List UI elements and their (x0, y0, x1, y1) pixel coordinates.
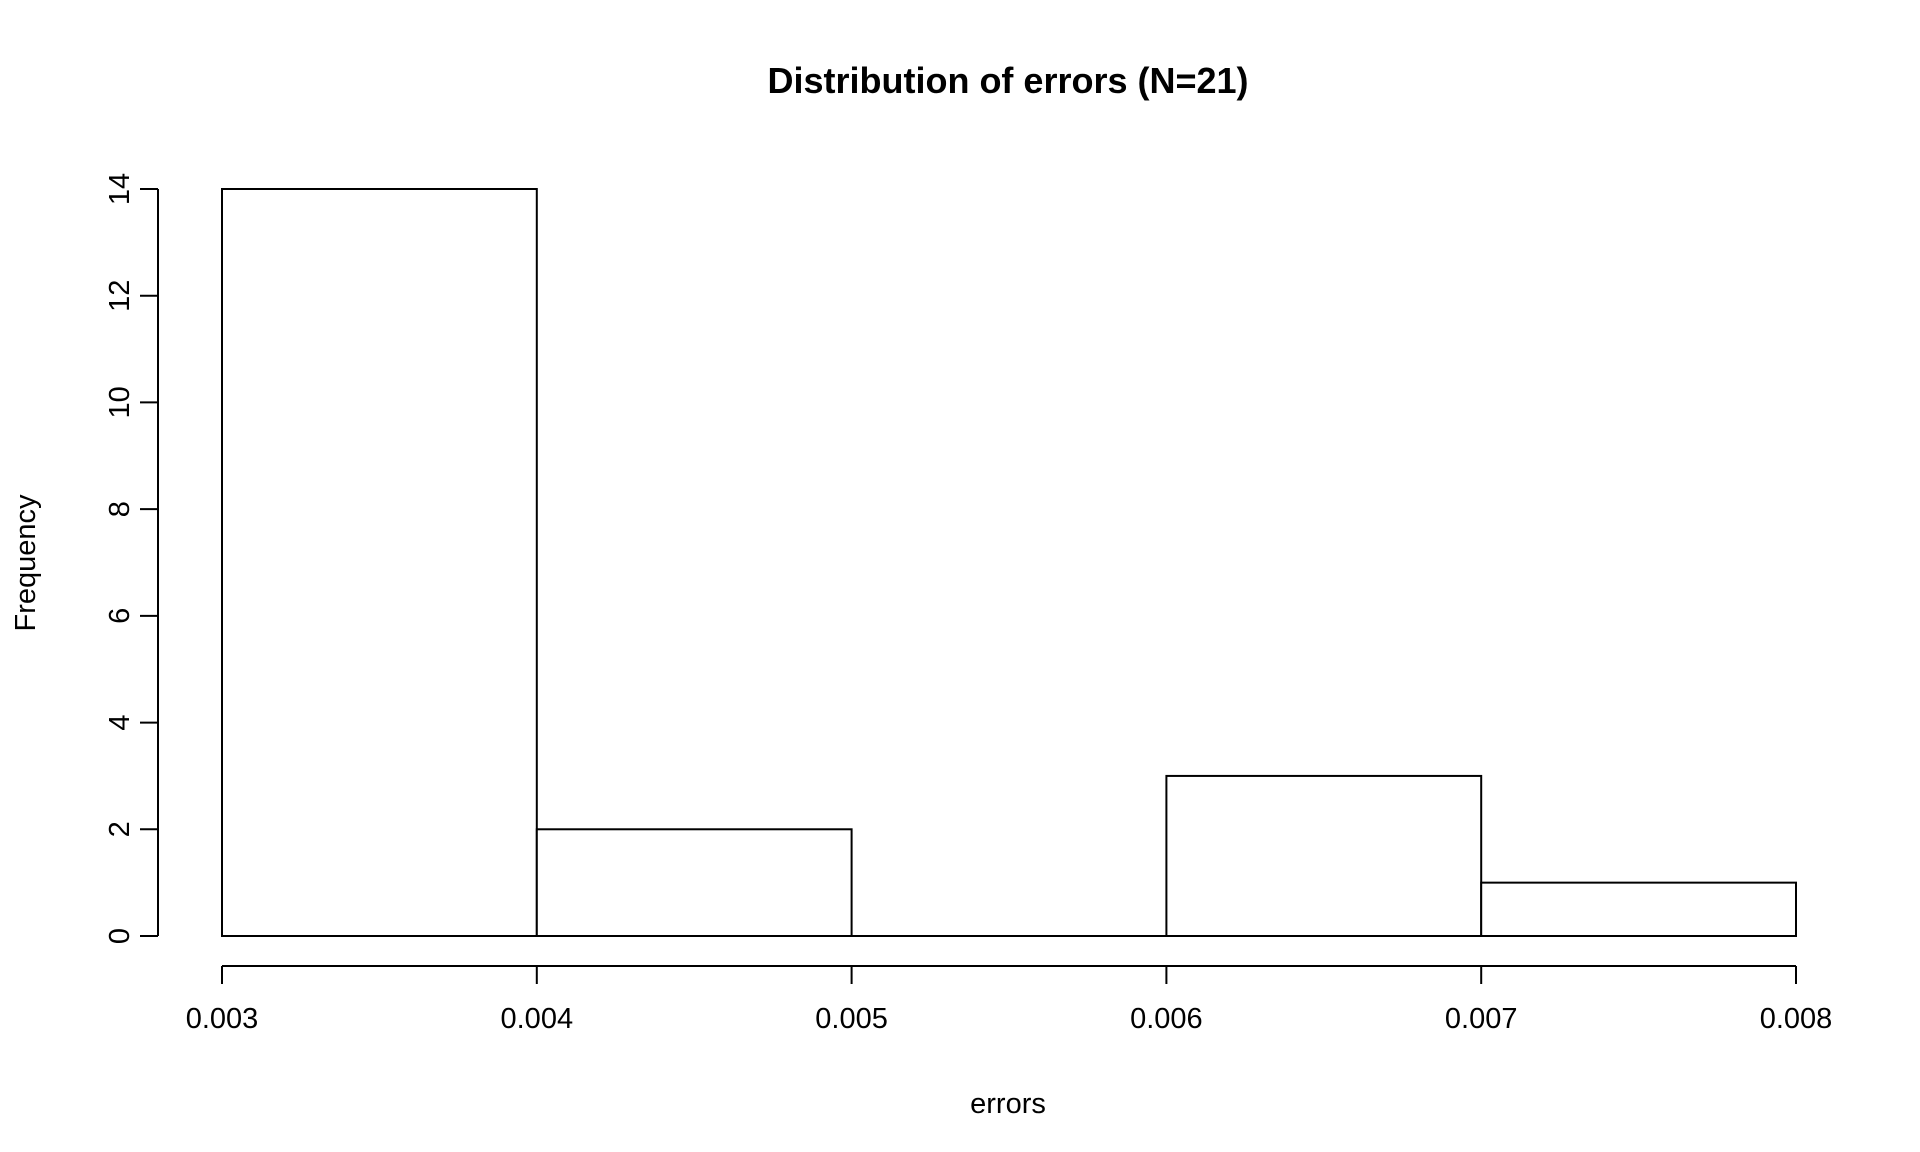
x-tick-label: 0.005 (815, 1003, 888, 1035)
histogram-bar-4 (1480, 881, 1797, 938)
histogram-bar-1 (535, 828, 853, 937)
y-axis-label: Frequency (10, 494, 42, 632)
x-axis: 0.003 0.004 0.005 0.006 0.007 0.008 (186, 965, 1833, 1035)
x-tick-label: 0.007 (1445, 1003, 1518, 1035)
chart-title: Distribution of errors (N=21) (767, 60, 1248, 101)
y-tick-label: 8 (104, 501, 136, 517)
y-tick-label: 14 (104, 173, 136, 205)
histogram-bar-3 (1165, 774, 1483, 938)
x-tick-label: 0.006 (1130, 1003, 1203, 1035)
x-tick-label: 0.003 (186, 1003, 259, 1035)
x-tick-label: 0.004 (501, 1003, 574, 1035)
y-tick-label: 12 (104, 280, 136, 312)
y-tick-label: 2 (104, 821, 136, 837)
y-tick-label: 0 (104, 928, 136, 944)
bars-group (221, 188, 1797, 938)
x-axis-label: errors (970, 1088, 1046, 1120)
y-tick-label: 10 (104, 386, 136, 418)
y-axis: 0 2 4 6 8 10 12 14 (104, 173, 159, 944)
y-tick-label: 4 (104, 715, 136, 731)
y-tick-label: 6 (104, 608, 136, 624)
x-tick-label: 0.008 (1760, 1003, 1833, 1035)
histogram-bar-0 (221, 188, 538, 937)
